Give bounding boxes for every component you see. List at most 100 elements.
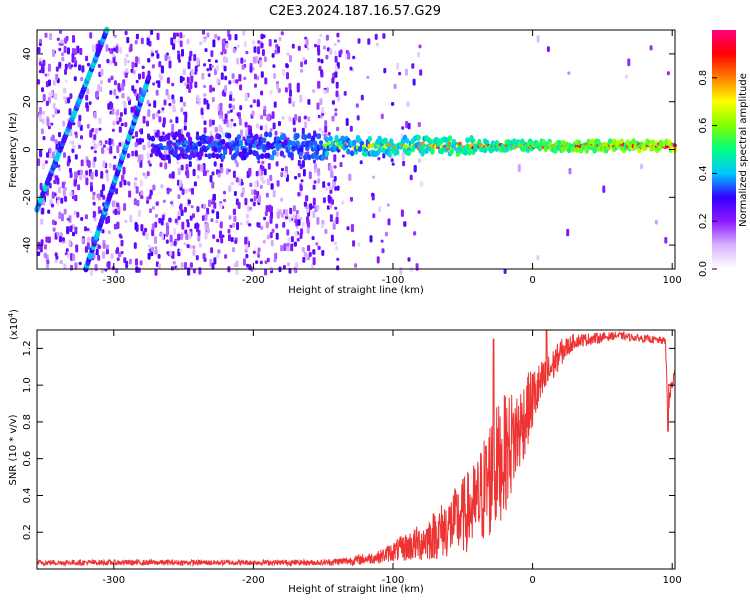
noise-cell xyxy=(297,173,301,178)
noise-cell xyxy=(182,34,186,38)
noise-cell xyxy=(228,234,231,242)
noise-cell xyxy=(182,68,186,76)
noise-cell xyxy=(241,187,245,195)
noise-cell xyxy=(102,243,106,249)
noise-cell xyxy=(61,56,65,62)
noise-cell xyxy=(146,99,150,105)
noise-cell xyxy=(237,201,241,209)
noise-cell xyxy=(154,268,158,276)
noise-cell xyxy=(158,61,162,68)
carrier-cell xyxy=(279,150,285,157)
noise-cell xyxy=(301,247,305,253)
noise-cell xyxy=(133,242,137,249)
noise-cell xyxy=(413,165,417,173)
noise-cell xyxy=(123,107,127,115)
noise-cell xyxy=(161,131,165,136)
carrier-cell xyxy=(234,145,240,151)
noise-cell xyxy=(39,38,42,44)
carrier-cell xyxy=(150,135,156,142)
noise-cell xyxy=(131,61,135,69)
noise-cell xyxy=(116,257,120,261)
noise-cell xyxy=(240,181,244,186)
noise-cell xyxy=(536,35,540,43)
noise-cell xyxy=(335,246,339,251)
noise-cell xyxy=(335,211,339,217)
noise-cell xyxy=(186,170,190,179)
noise-cell xyxy=(111,200,115,208)
noise-cell xyxy=(211,262,215,270)
noise-cell xyxy=(260,33,264,40)
noise-cell xyxy=(98,127,102,131)
noise-cell xyxy=(178,179,182,188)
noise-cell xyxy=(305,253,309,261)
noise-cell xyxy=(327,182,331,187)
noise-cell xyxy=(61,181,65,189)
noise-cell xyxy=(212,234,216,239)
noise-cell xyxy=(261,165,265,171)
noise-cell xyxy=(235,79,239,84)
noise-cell xyxy=(155,201,159,206)
noise-cell xyxy=(218,124,222,132)
carrier-cell xyxy=(189,146,195,151)
noise-cell xyxy=(189,215,193,221)
noise-cell xyxy=(280,31,284,36)
noise-cell xyxy=(77,184,81,191)
y-tick-label: 0.4 xyxy=(22,488,33,504)
noise-cell xyxy=(43,244,47,250)
noise-cell xyxy=(187,267,191,276)
noise-cell xyxy=(90,146,94,150)
noise-cell xyxy=(325,54,329,60)
noise-cell xyxy=(273,73,277,79)
noise-cell xyxy=(219,203,223,209)
noise-cell xyxy=(234,240,238,244)
noise-cell xyxy=(664,237,668,244)
noise-cell xyxy=(232,98,235,102)
noise-cell xyxy=(171,82,175,87)
noise-cell xyxy=(190,75,194,83)
noise-cell xyxy=(140,224,144,232)
noise-cell xyxy=(296,213,300,220)
noise-cell xyxy=(272,122,276,130)
noise-cell xyxy=(206,32,210,38)
noise-cell xyxy=(179,96,183,103)
noise-cell xyxy=(227,169,231,173)
noise-cell xyxy=(393,83,397,90)
noise-cell xyxy=(261,49,265,56)
noise-cell xyxy=(224,254,228,259)
noise-cell xyxy=(307,99,311,105)
noise-cell xyxy=(274,130,278,136)
noise-cell xyxy=(405,120,409,129)
noise-cell xyxy=(93,134,97,140)
noise-cell xyxy=(329,214,333,222)
noise-cell xyxy=(76,211,80,218)
noise-cell xyxy=(278,36,282,42)
noise-cell xyxy=(232,222,236,228)
noise-cell xyxy=(127,60,130,64)
carrier-cell xyxy=(447,135,453,142)
carrier-cell xyxy=(185,146,191,153)
noise-cell xyxy=(211,209,215,214)
noise-cell xyxy=(183,101,186,107)
noise-cell xyxy=(517,164,521,172)
x-tick-label: -300 xyxy=(102,575,125,586)
spectrogram-y-label: Frequency (Hz) xyxy=(8,112,19,188)
noise-cell xyxy=(73,210,77,215)
noise-cell xyxy=(57,196,61,201)
noise-cell xyxy=(380,113,384,120)
carrier-cell xyxy=(310,135,316,142)
noise-cell xyxy=(107,215,110,224)
noise-cell xyxy=(293,127,297,133)
noise-cell xyxy=(150,30,154,35)
carrier-cell xyxy=(264,131,269,138)
noise-cell xyxy=(323,45,326,50)
noise-cell xyxy=(220,51,224,56)
noise-cell xyxy=(399,267,403,275)
noise-cell xyxy=(58,167,61,172)
noise-cell xyxy=(216,254,220,259)
noise-cell xyxy=(301,160,305,168)
noise-cell xyxy=(210,50,214,58)
carrier-cell xyxy=(221,138,226,145)
noise-cell xyxy=(165,89,169,96)
snr-scale-label: (x104) xyxy=(7,309,20,340)
